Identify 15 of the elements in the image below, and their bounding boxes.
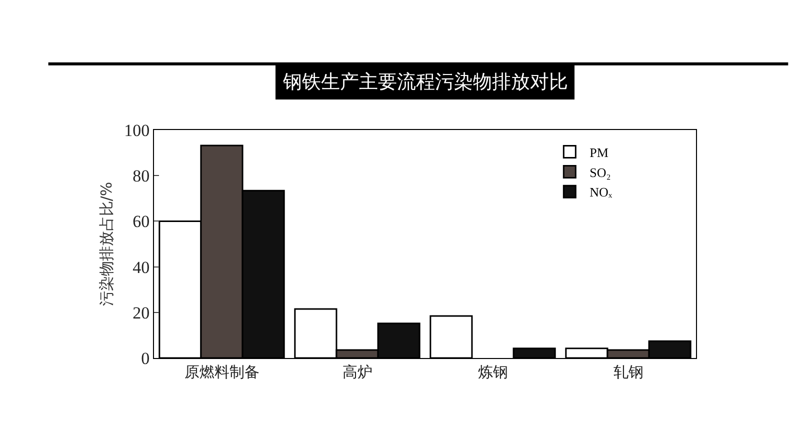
x-tick-label: 轧钢 (613, 363, 644, 381)
y-tick-label: 80 (132, 166, 150, 186)
y-tick-label: 60 (132, 212, 150, 232)
chart-title: 钢铁生产主要流程污染物排放对比 (282, 71, 568, 93)
legend-label: PM (590, 144, 609, 160)
legend-label: NOₓ (590, 184, 612, 200)
y-tick-label: 40 (132, 258, 150, 277)
x-tick-label: 高炉 (342, 363, 372, 381)
y-axis-title: 污染物排放占比/% (97, 182, 116, 306)
y-tick-label: 20 (132, 303, 150, 322)
y-tick-label: 0 (141, 348, 150, 368)
x-tick-label: 原燃料制备 (184, 363, 260, 381)
y-tick-label: 100 (124, 120, 150, 140)
legend-label: SO₂ (590, 164, 611, 180)
x-tick-label: 炼钢 (478, 363, 508, 381)
